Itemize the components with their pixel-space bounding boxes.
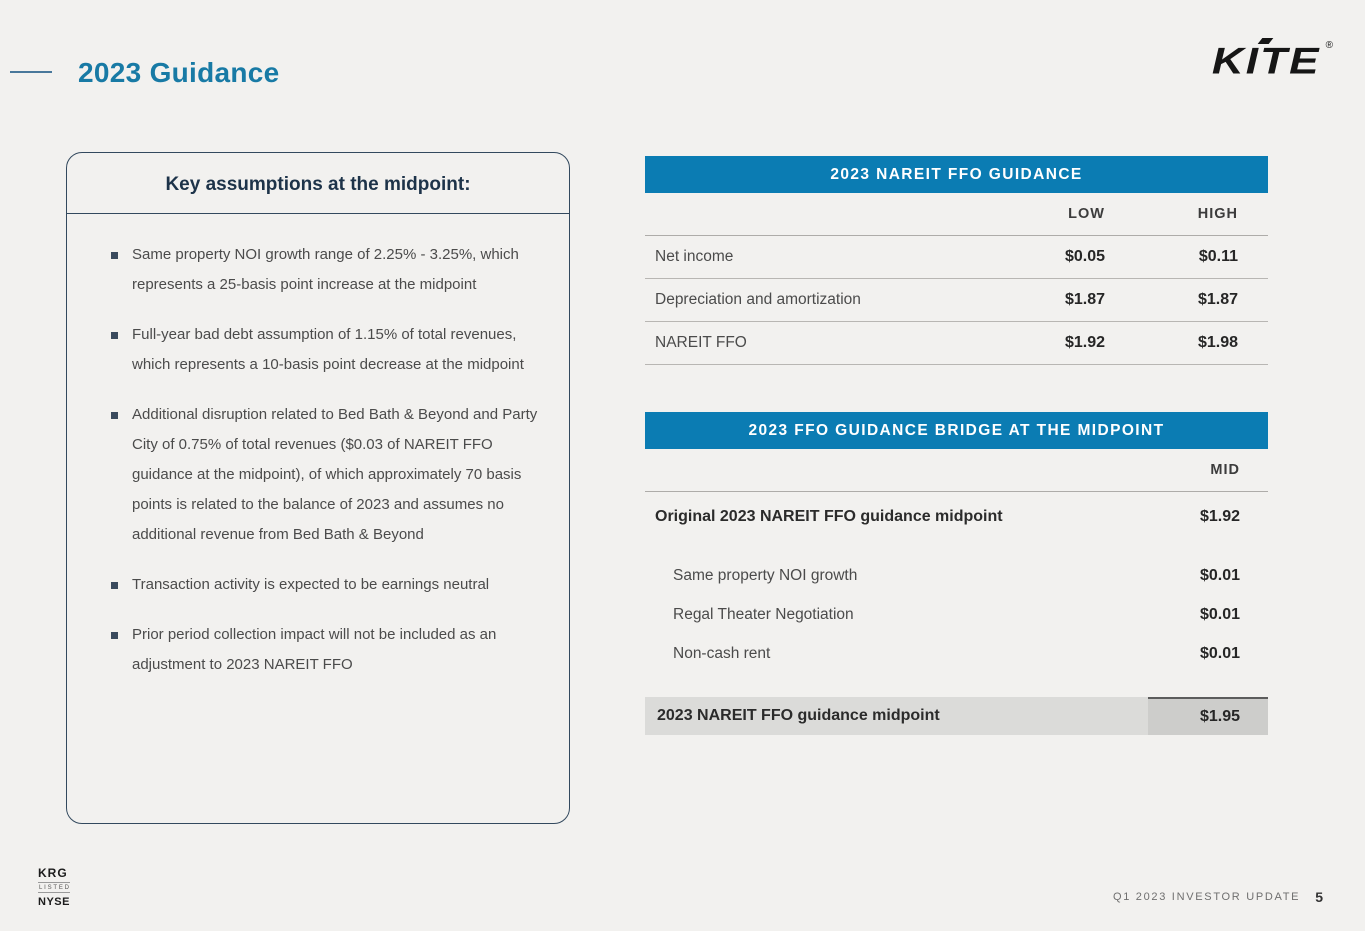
row-value-mid: $0.01 — [1199, 644, 1240, 662]
table-row-total-midpoint: 2023 NAREIT FFO guidance midpoint $1.95 — [645, 697, 1268, 735]
nareit-ffo-guidance-table: 2023 NAREIT FFO GUIDANCE LOW HIGH Net in… — [645, 156, 1268, 365]
listing-exchange: NYSE — [38, 895, 70, 908]
row-label: Original 2023 NAREIT FFO guidance midpoi… — [655, 508, 1003, 525]
ffo-guidance-bridge-table: 2023 FFO GUIDANCE BRIDGE AT THE MIDPOINT… — [645, 412, 1268, 735]
row-value-total: $1.95 — [1148, 697, 1268, 735]
column-header-row: LOW HIGH — [645, 193, 1268, 236]
title-accent-line — [10, 71, 52, 73]
row-value-mid: $0.01 — [1199, 605, 1240, 623]
row-value-low: $1.87 — [1064, 291, 1105, 308]
row-value-low: $1.92 — [1064, 334, 1105, 351]
list-item-text: Additional disruption related to Bed Bat… — [132, 406, 538, 543]
list-item: Additional disruption related to Bed Bat… — [111, 400, 545, 550]
list-item-text: Transaction activity is expected to be e… — [132, 576, 490, 593]
column-header-high: HIGH — [1197, 206, 1238, 222]
list-item: Same property NOI growth range of 2.25% … — [111, 240, 545, 300]
list-item: Transaction activity is expected to be e… — [111, 570, 545, 600]
list-item: Full-year bad debt assumption of 1.15% o… — [111, 320, 545, 380]
table-row-adjustment: Same property NOI growth $0.01 — [645, 556, 1268, 595]
column-header-row: MID — [645, 449, 1268, 492]
row-value-mid: $0.01 — [1199, 566, 1240, 584]
row-label: Net income — [655, 248, 734, 265]
key-assumptions-heading: Key assumptions at the midpoint: — [67, 153, 569, 214]
row-label: Non-cash rent — [673, 644, 771, 662]
row-label: Same property NOI growth — [673, 566, 858, 584]
row-value-high: $0.11 — [1198, 248, 1238, 265]
list-item-text: Prior period collection impact will not … — [132, 626, 497, 673]
spacer — [645, 673, 1268, 697]
page-number: 5 — [1315, 889, 1323, 905]
nyse-listing-badge: KRG LISTED NYSE — [38, 866, 74, 908]
row-value-high: $1.98 — [1197, 334, 1238, 351]
listing-listed-label: LISTED — [38, 882, 70, 893]
tables-column: 2023 NAREIT FFO GUIDANCE LOW HIGH Net in… — [645, 156, 1268, 735]
listing-ticker: KRG — [38, 866, 68, 880]
footer-caption: Q1 2023 INVESTOR UPDATE — [1112, 891, 1301, 903]
table-row: Net income $0.05 $0.11 — [645, 236, 1268, 279]
list-item: Prior period collection impact will not … — [111, 620, 545, 680]
list-item-text: Full-year bad debt assumption of 1.15% o… — [132, 326, 524, 373]
row-label: NAREIT FFO — [655, 334, 747, 351]
table-row-adjustment: Non-cash rent $0.01 — [645, 634, 1268, 673]
row-label: 2023 NAREIT FFO guidance midpoint — [657, 707, 940, 724]
row-label: Regal Theater Negotiation — [673, 605, 854, 623]
column-header-mid: MID — [1210, 462, 1240, 478]
column-header-low: LOW — [1068, 206, 1105, 222]
page-title: 2023 Guidance — [78, 57, 280, 88]
kite-logo-text: KITE — [1212, 40, 1321, 82]
table-row-adjustment: Regal Theater Negotiation $0.01 — [645, 595, 1268, 634]
registered-trademark-icon: ® — [1325, 40, 1333, 51]
footer-right: Q1 2023 INVESTOR UPDATE 5 — [1113, 889, 1323, 905]
table-row: Depreciation and amortization $1.87 $1.8… — [645, 279, 1268, 322]
row-value-low: $0.05 — [1064, 248, 1105, 265]
key-assumptions-panel: Key assumptions at the midpoint: Same pr… — [66, 152, 570, 824]
row-value-high: $1.87 — [1197, 291, 1238, 308]
spacer — [645, 542, 1268, 556]
kite-realty-logo: KITE ® — [1212, 38, 1333, 84]
row-label: Depreciation and amortization — [655, 291, 861, 308]
list-item-text: Same property NOI growth range of 2.25% … — [132, 246, 519, 293]
table-title: 2023 NAREIT FFO GUIDANCE — [645, 156, 1268, 193]
table-row: NAREIT FFO $1.92 $1.98 — [645, 322, 1268, 365]
table-row-original-midpoint: Original 2023 NAREIT FFO guidance midpoi… — [645, 492, 1268, 542]
row-value-mid: $1.92 — [1199, 508, 1240, 525]
table-title: 2023 FFO GUIDANCE BRIDGE AT THE MIDPOINT — [645, 412, 1268, 449]
key-assumptions-list: Same property NOI growth range of 2.25% … — [111, 240, 545, 680]
